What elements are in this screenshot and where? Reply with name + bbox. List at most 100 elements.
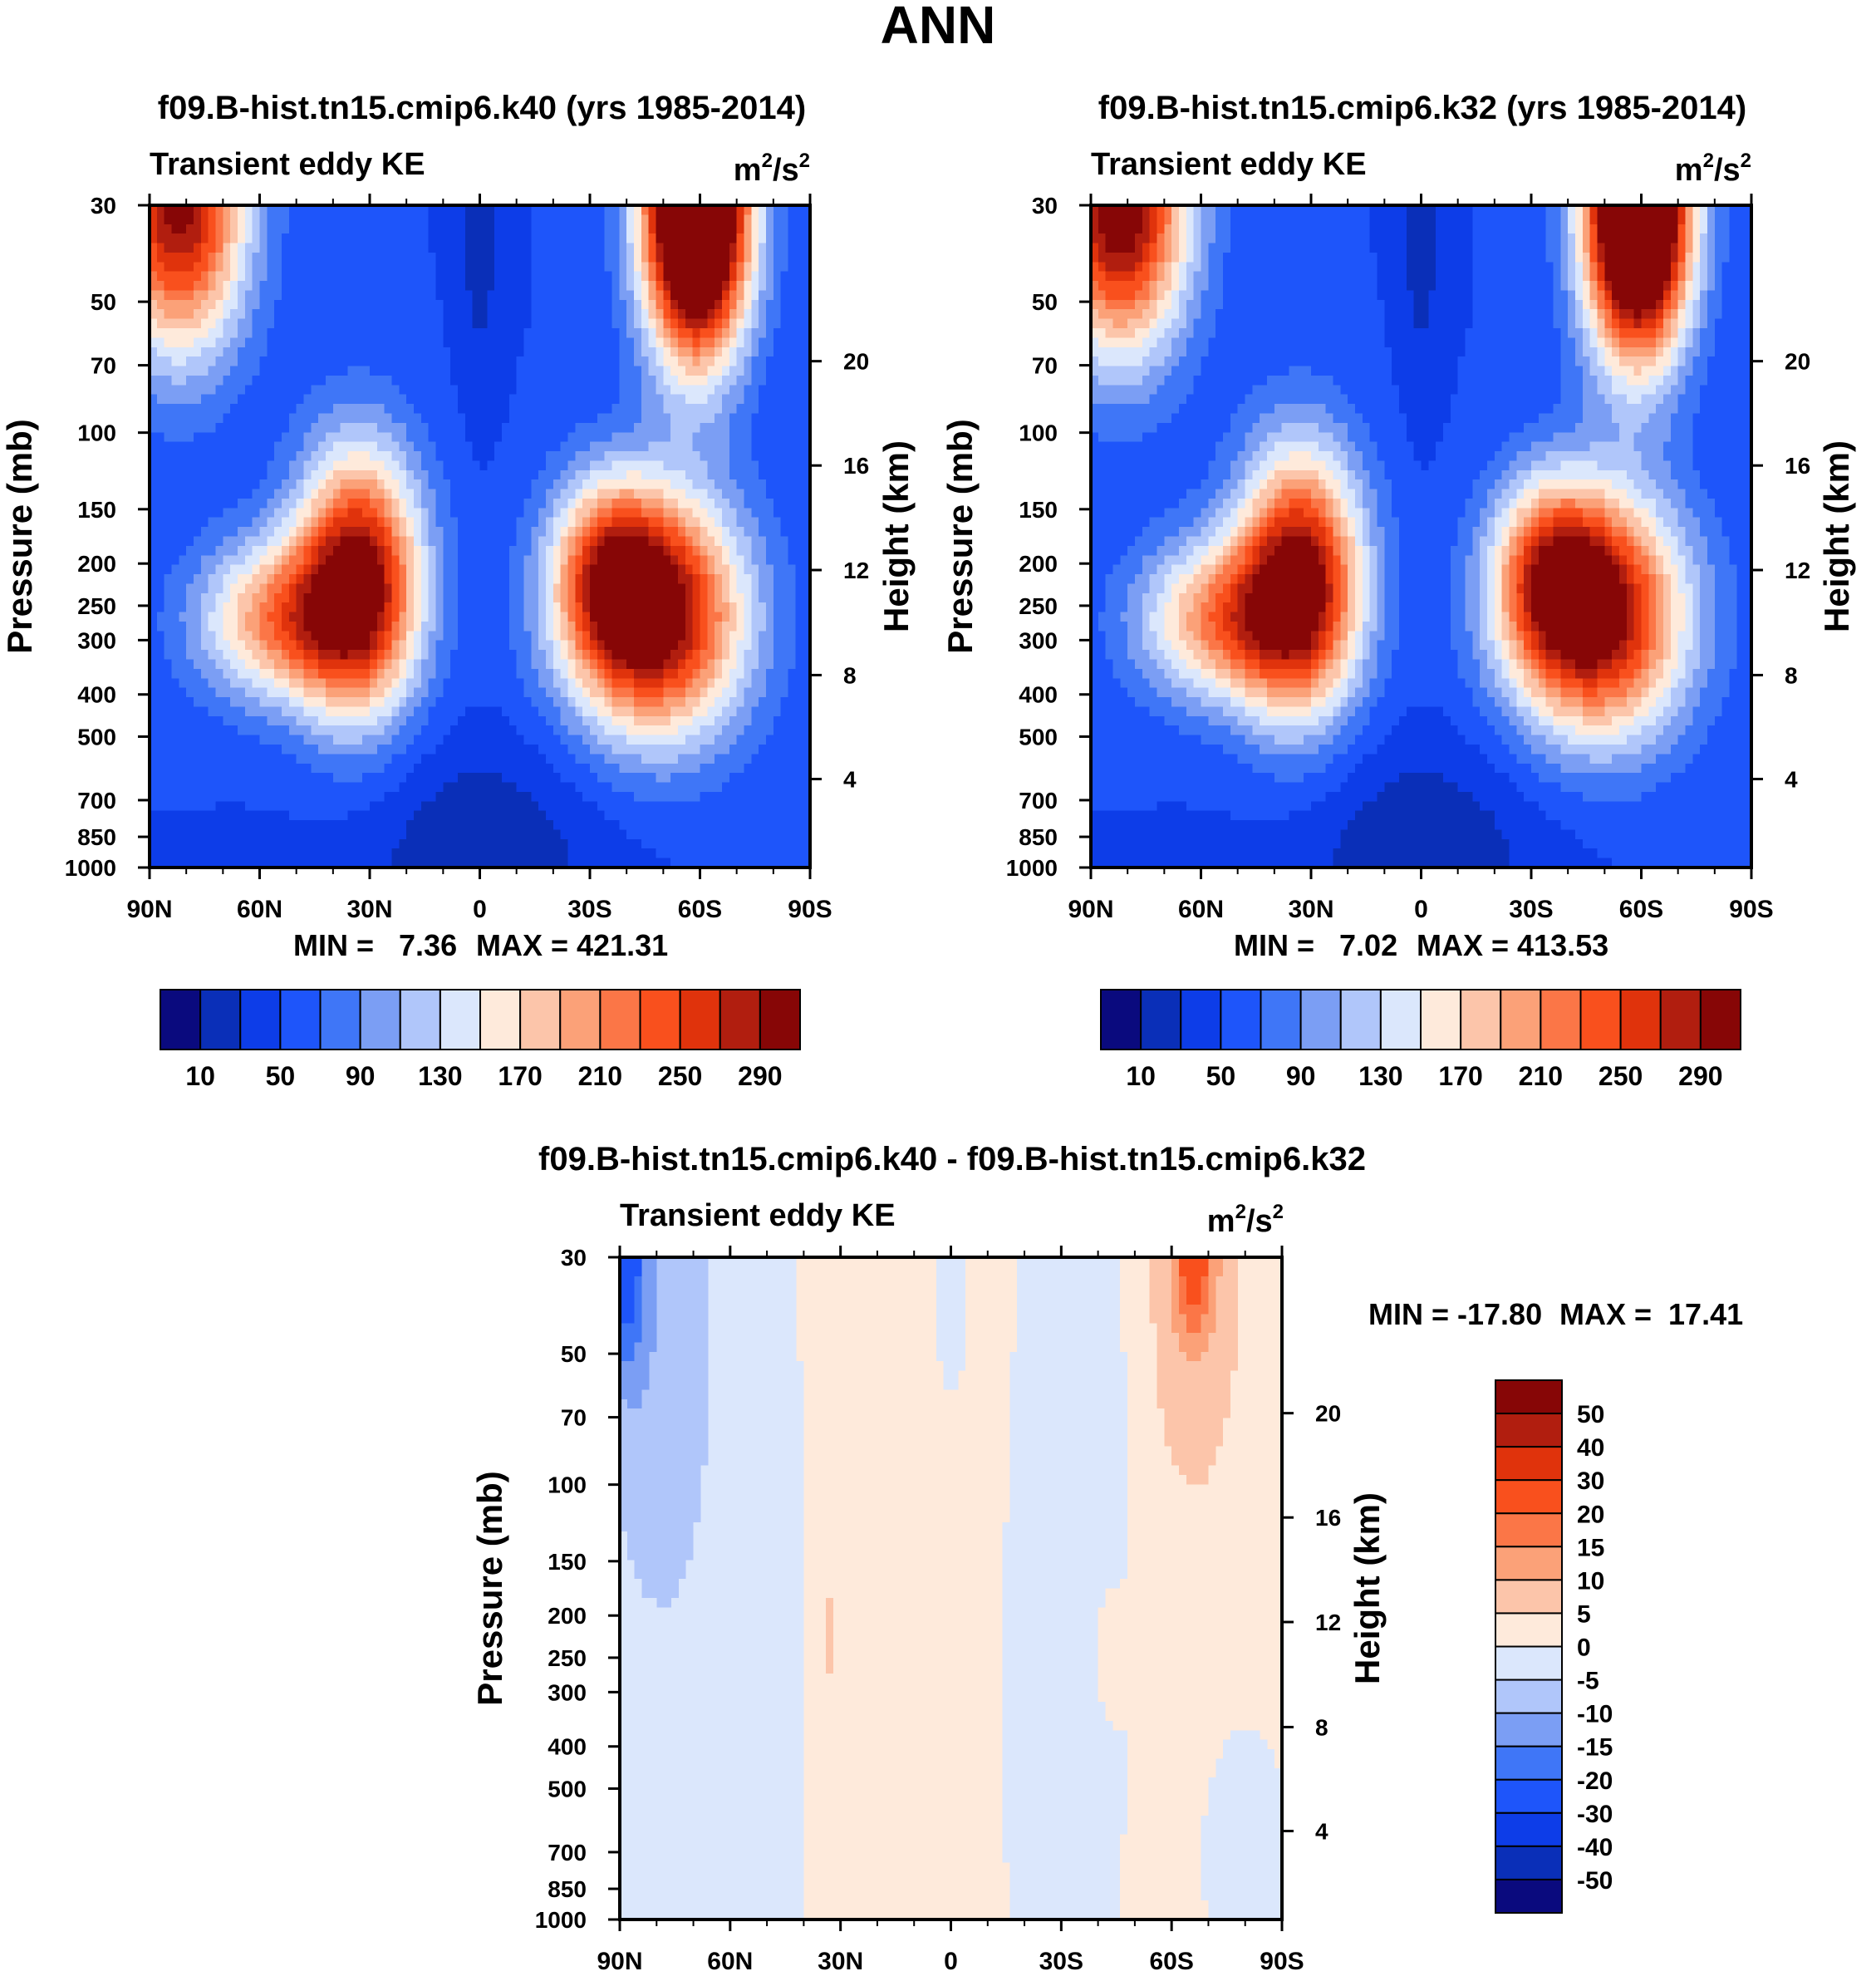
contour-cell (641, 347, 650, 357)
contour-cell (288, 621, 297, 632)
contour-cell (729, 621, 738, 632)
contour-cell (464, 678, 474, 689)
contour-cell (508, 640, 518, 651)
contour-cell (399, 366, 407, 376)
contour-cell (685, 555, 694, 566)
contour-cell (759, 375, 767, 386)
contour-cell (208, 592, 217, 603)
contour-cell (208, 659, 217, 670)
contour-cell (267, 479, 275, 490)
contour-cell (288, 394, 297, 405)
contour-cell (508, 366, 518, 376)
contour-cell (700, 205, 708, 215)
contour-cell (420, 498, 430, 509)
contour-cell (590, 290, 598, 301)
contour-cell (406, 328, 415, 338)
contour-cell (332, 271, 341, 282)
contour-cell (729, 469, 738, 480)
contour-cell (200, 612, 209, 622)
contour-cell (508, 545, 518, 556)
contour-cell (729, 555, 738, 566)
contour-cell (516, 460, 525, 471)
contour-cell (230, 612, 238, 622)
contour-cell (428, 290, 437, 301)
contour-cell (238, 498, 246, 509)
contour-cell (171, 451, 179, 462)
contour-cell (803, 233, 811, 244)
contour-cell (194, 441, 202, 452)
contour-cell (391, 725, 400, 736)
contour-cell (435, 564, 444, 575)
contour-cell (795, 243, 803, 253)
contour-cell (773, 697, 782, 708)
contour-cell (347, 328, 356, 338)
contour-cell (458, 640, 466, 651)
contour-cell (384, 498, 393, 509)
contour-cell (420, 715, 430, 726)
contour-cell (692, 441, 701, 452)
contour-cell (230, 631, 238, 641)
contour-cell (156, 479, 165, 490)
contour-cell (303, 592, 312, 603)
contour-cell (399, 668, 407, 679)
contour-cell (523, 640, 532, 651)
contour-cell (164, 621, 173, 632)
contour-cell (200, 706, 209, 717)
contour-cell (626, 668, 635, 679)
contour-cell (575, 422, 583, 433)
contour-cell (215, 243, 223, 253)
contour-cell (722, 271, 730, 282)
contour-cell (362, 555, 371, 566)
contour-cell (450, 583, 459, 594)
contour-cell (244, 631, 253, 641)
contour-cell (626, 290, 635, 301)
contour-cell (362, 394, 371, 405)
contour-cell (443, 725, 451, 736)
contour-cell (370, 394, 378, 405)
contour-cell (715, 715, 723, 726)
contour-cell (567, 413, 576, 424)
contour-cell (567, 262, 576, 273)
contour-cell (546, 650, 554, 661)
contour-cell (759, 555, 767, 566)
contour-cell (399, 583, 407, 594)
contour-cell (766, 385, 774, 396)
contour-cell (766, 678, 774, 689)
contour-cell (318, 469, 327, 480)
contour-cell (288, 328, 297, 338)
contour-cell (494, 375, 503, 386)
contour-cell (267, 725, 275, 736)
contour-cell (538, 356, 547, 367)
contour-cell (567, 451, 576, 462)
contour-cell (391, 668, 400, 679)
contour-cell (523, 715, 532, 726)
contour-cell (634, 432, 642, 443)
contour-cell (296, 650, 305, 661)
contour-cell (560, 574, 569, 585)
contour-cell (722, 621, 730, 632)
contour-cell (376, 422, 386, 433)
contour-cell (311, 356, 319, 367)
contour-cell (722, 555, 730, 566)
contour-cell (208, 508, 217, 519)
contour-cell (604, 366, 613, 376)
contour-cell (230, 243, 238, 253)
contour-cell (164, 328, 173, 338)
contour-cell (288, 290, 297, 301)
contour-cell (179, 356, 187, 367)
contour-cell (479, 375, 488, 386)
contour-cell (692, 574, 701, 585)
contour-cell (347, 347, 356, 357)
contour-cell (590, 602, 598, 613)
contour-cell (340, 527, 349, 538)
contour-cell (230, 479, 238, 490)
contour-cell (707, 337, 715, 348)
contour-cell (582, 602, 591, 613)
contour-cell (171, 337, 179, 348)
contour-cell (156, 621, 165, 632)
contour-cell (531, 715, 539, 726)
contour-cell (722, 631, 730, 641)
contour-cell (604, 583, 613, 594)
contour-cell (406, 205, 415, 215)
contour-cell (443, 489, 451, 499)
